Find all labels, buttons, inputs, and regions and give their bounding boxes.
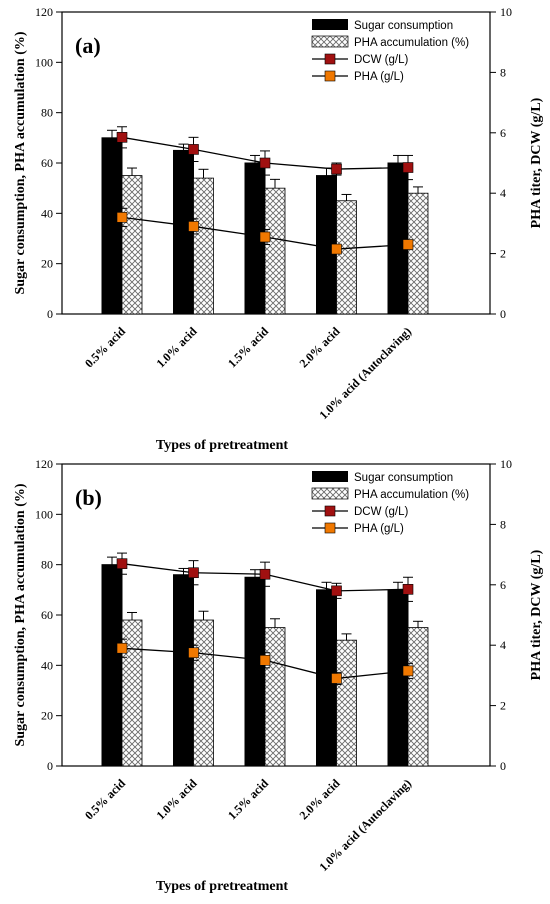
right-tick-label: 6 — [500, 126, 506, 140]
bar-pha-accumulation — [264, 187, 286, 315]
dcw-point — [188, 567, 199, 579]
pha-point — [188, 647, 199, 659]
pha-point — [188, 221, 199, 232]
right-axis-title: PHA titer, DCW (g/L) — [529, 549, 544, 680]
legend-label-accumulation: PHA accumulation (%) — [354, 489, 469, 501]
left-tick-label: 80 — [41, 558, 53, 572]
pha-point — [259, 231, 271, 243]
left-axis-title: Sugar consumption, PHA accumulation (%) — [13, 31, 28, 294]
pha-point — [331, 243, 342, 255]
legend-swatch-accumulation — [311, 487, 349, 500]
panel-b: 0 20 40 60 80 100 120 0 2 4 6 8 10 Sugar consumption,… — [13, 457, 544, 874]
legend-label-accumulation: PHA accumulation (%) — [354, 37, 469, 49]
dcw-point — [402, 584, 414, 595]
pha-point — [402, 239, 414, 250]
pha-point — [259, 654, 271, 666]
bar-pha-accumulation — [336, 200, 357, 315]
legend-swatch-sugar — [312, 471, 348, 482]
bar-sugar-consumption — [101, 564, 123, 767]
legend-marker-pha — [324, 522, 336, 534]
legend-label-sugar: Sugar consumption — [354, 20, 453, 32]
legend-label-pha: PHA (g/L) — [354, 523, 404, 535]
legend-swatch-accumulation — [311, 35, 349, 48]
left-tick-label: 40 — [41, 206, 53, 220]
dcw-point — [116, 558, 128, 569]
category-label: 2.0% acid — [296, 324, 342, 370]
category-label: 1.5% acid — [225, 324, 271, 370]
right-tick-label: 10 — [500, 5, 512, 19]
bar-sugar-consumption — [173, 574, 194, 767]
category-label: 2.0% acid — [296, 776, 342, 822]
left-tick-label: 20 — [41, 257, 53, 271]
left-tick-label: 0 — [47, 759, 53, 773]
legend-swatch-sugar — [312, 19, 348, 30]
bar-sugar-consumption — [244, 576, 266, 767]
legend-marker-dcw — [324, 505, 336, 517]
bar-pha-accumulation — [407, 627, 429, 767]
category-label: 1.0% acid — [153, 776, 199, 822]
bar-sugar-consumption — [387, 162, 409, 315]
dcw-point — [402, 162, 414, 173]
dcw-point — [259, 157, 271, 169]
left-axis-title: Sugar consumption, PHA accumulation (%) — [13, 483, 28, 746]
right-axis-title: PHA titer, DCW (g/L) — [529, 97, 544, 228]
right-tick-label: 8 — [500, 65, 506, 79]
right-tick-label: 10 — [500, 457, 512, 471]
left-tick-label: 100 — [35, 55, 53, 69]
pha-point — [116, 642, 128, 654]
panel-label: (b) — [75, 485, 102, 510]
legend-label-dcw: DCW (g/L) — [354, 506, 408, 518]
left-tick-label: 0 — [47, 307, 53, 321]
left-tick-label: 60 — [41, 608, 53, 622]
legend-label-dcw: DCW (g/L) — [354, 54, 408, 66]
left-tick-label: 120 — [35, 5, 53, 19]
legend-marker-pha — [324, 70, 336, 82]
bar-sugar-consumption — [173, 149, 194, 315]
bar-pha-accumulation — [193, 619, 214, 767]
panel-a: 0 20 40 60 80 100 120 0 2 4 6 8 10 Sugar consumption,… — [13, 5, 544, 422]
bar-pha-accumulation — [193, 177, 214, 315]
right-tick-label: 2 — [500, 699, 506, 713]
left-tick-label: 120 — [35, 457, 53, 471]
right-tick-label: 0 — [500, 307, 506, 321]
right-tick-label: 0 — [500, 759, 506, 773]
left-tick-label: 80 — [41, 106, 53, 120]
bar-sugar-consumption — [101, 137, 123, 315]
bar-sugar-consumption — [387, 589, 409, 767]
bar-pha-accumulation — [264, 627, 286, 767]
pha-point — [402, 665, 414, 677]
right-tick-label: 6 — [500, 578, 506, 592]
bar-pha-accumulation — [121, 175, 143, 315]
dcw-point — [116, 132, 128, 143]
bar-pha-accumulation — [407, 192, 429, 315]
category-label: 1.0% acid — [153, 324, 199, 370]
legend-label-sugar: Sugar consumption — [354, 472, 453, 484]
left-tick-label: 40 — [41, 658, 53, 672]
right-tick-label: 4 — [500, 638, 506, 652]
category-label: 0.5% acid — [82, 324, 128, 370]
bar-pha-accumulation — [336, 639, 357, 767]
dcw-point — [331, 163, 342, 175]
dcw-point — [259, 568, 271, 580]
category-label: 1.5% acid — [225, 776, 271, 822]
right-tick-label: 2 — [500, 247, 506, 261]
panel-label: (a) — [75, 33, 101, 58]
x-axis-title-a: Types of pretreatment — [156, 438, 289, 453]
category-label: 0.5% acid — [82, 776, 128, 822]
left-tick-label: 100 — [35, 507, 53, 521]
legend-marker-dcw — [324, 53, 336, 65]
bar-pha-accumulation — [121, 619, 143, 767]
right-tick-label: 8 — [500, 517, 506, 531]
pha-point — [331, 673, 342, 684]
x-axis-title-b: Types of pretreatment — [156, 879, 289, 894]
legend-label-pha: PHA (g/L) — [354, 71, 404, 83]
dcw-point — [331, 585, 342, 597]
left-tick-label: 60 — [41, 156, 53, 170]
dcw-point — [188, 144, 199, 155]
left-tick-label: 20 — [41, 709, 53, 723]
right-tick-label: 4 — [500, 186, 506, 200]
pha-point — [116, 212, 128, 223]
